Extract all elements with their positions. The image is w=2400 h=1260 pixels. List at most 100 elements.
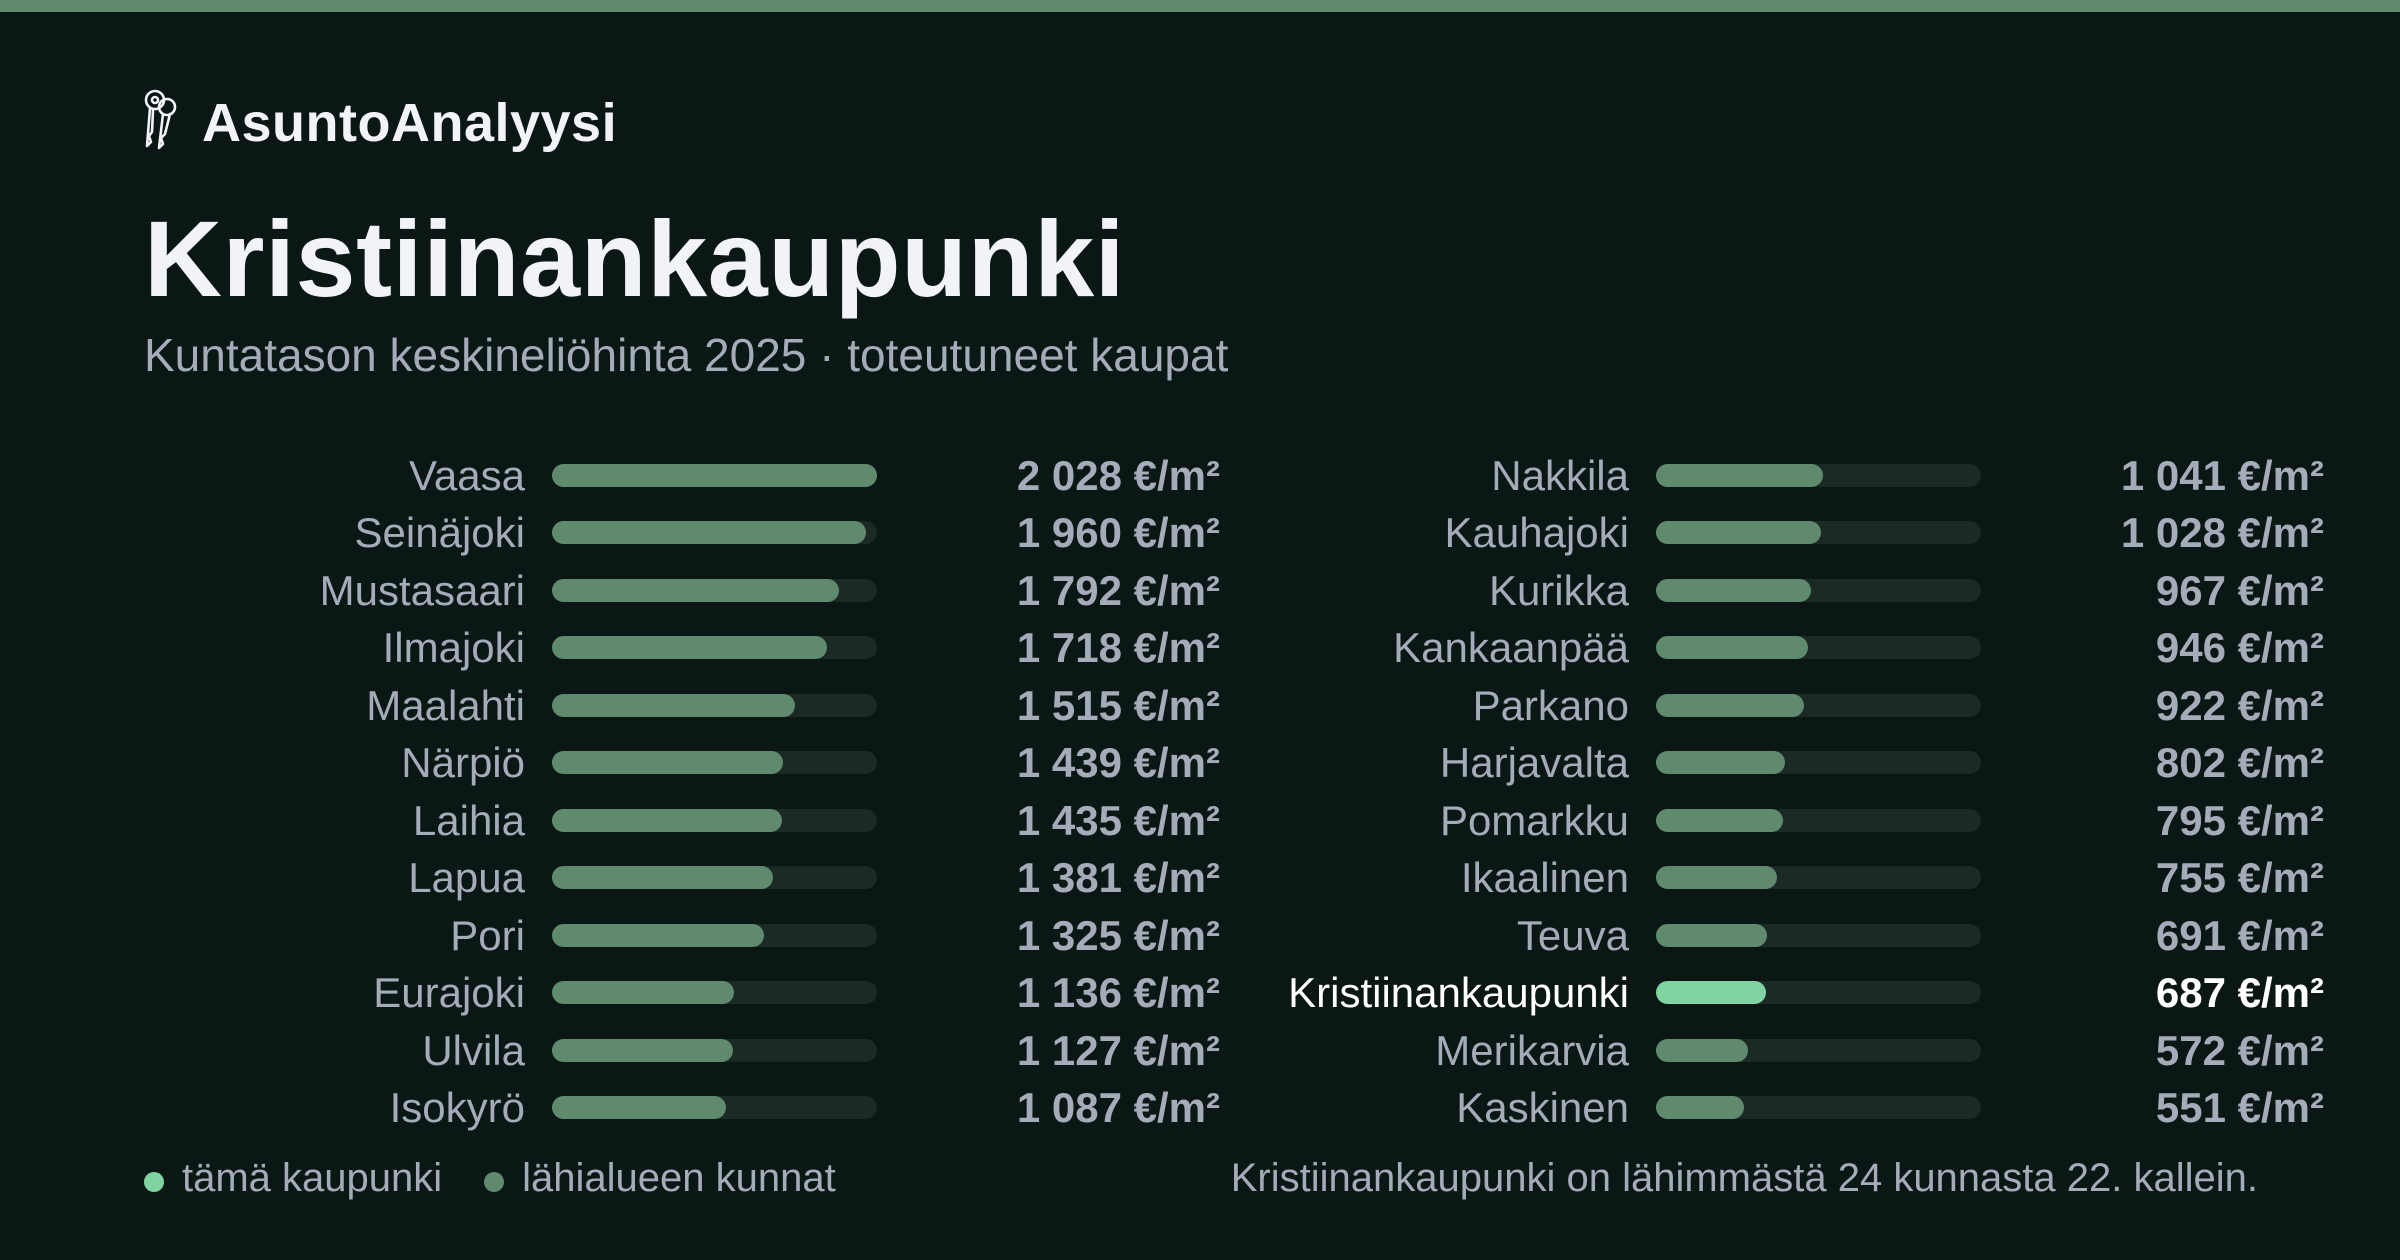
brand: AsuntoAnalyysi [140, 88, 617, 157]
bar-track [552, 981, 877, 1005]
bar [1656, 693, 1804, 717]
bar-category-label: Harjavalta [1439, 739, 1629, 787]
bar-category-label: Kaskinen [1456, 1083, 1629, 1131]
bar-category-label: Vaasa [409, 452, 525, 499]
bar [552, 866, 774, 890]
bar [1656, 521, 1821, 545]
bar [1656, 923, 1767, 947]
bar-category-label: Kristiinankaupunki [1288, 969, 1629, 1017]
bar-value-label: 691 €/m² [2155, 911, 2324, 959]
bar-value-label: 1 792 €/m² [1016, 566, 1220, 614]
bar-category-label: Kankaanpää [1393, 624, 1629, 672]
bar-value-label: 755 €/m² [2155, 854, 2324, 902]
bar-value-label: 922 €/m² [2155, 681, 2324, 729]
keys-icon [140, 88, 180, 157]
bar-value-label: 946 €/m² [2155, 624, 2324, 672]
bar [1656, 1038, 1748, 1062]
bar-value-label: 2 028 €/m² [1016, 452, 1220, 499]
bar [1656, 636, 1808, 660]
bar-category-label: Ulvila [422, 1026, 525, 1074]
bar-value-label: 1 515 €/m² [1016, 681, 1220, 729]
bar-value-label: 802 €/m² [2155, 739, 2324, 787]
legend-label-nearby: lähialueen kunnat [522, 1155, 836, 1200]
bar-value-label: 1 960 €/m² [1016, 509, 1220, 557]
bar-value-label: 795 €/m² [2155, 796, 2324, 844]
bar [1656, 464, 1823, 487]
bar-track [552, 1038, 877, 1062]
bar-category-label: Kurikka [1488, 566, 1629, 614]
bar-track [1656, 866, 1981, 890]
bar-track [1656, 923, 1981, 947]
bar [552, 1095, 727, 1119]
bar [552, 981, 735, 1005]
bar-value-label: 1 381 €/m² [1016, 854, 1220, 902]
bar [1656, 808, 1784, 832]
bar-track [1656, 521, 1981, 545]
bar-value-label: 1 439 €/m² [1016, 739, 1220, 787]
bar-category-label: Närpiö [401, 739, 525, 787]
bar-track [1656, 636, 1981, 660]
bar [552, 521, 867, 545]
bar-track [1656, 751, 1981, 775]
legend-item-nearby: lähialueen kunnat [484, 1156, 836, 1201]
bar-track [552, 808, 877, 832]
bar-track [552, 578, 877, 602]
bar-track [552, 464, 877, 487]
legend-dot-nearby [484, 1172, 505, 1192]
bar [552, 464, 877, 487]
bar-value-label: 1 435 €/m² [1016, 796, 1220, 844]
bar-value-label: 1 136 €/m² [1016, 969, 1220, 1017]
bar-category-label: Nakkila [1491, 452, 1629, 499]
bar-track [1656, 808, 1981, 832]
page-subtitle: Kuntatason keskineliöhinta 2025 · toteut… [144, 329, 1229, 381]
bar-track [552, 923, 877, 947]
bar-category-label: Pori [450, 911, 525, 959]
bar-category-label: Merikarvia [1435, 1026, 1629, 1074]
bar-value-label: 1 087 €/m² [1016, 1083, 1220, 1131]
bar-track [1656, 1095, 1981, 1119]
bar-category-label: Pomarkku [1439, 796, 1629, 844]
bar-track [552, 636, 877, 660]
bar-category-label: Isokyrö [389, 1083, 525, 1131]
bar-category-label: Ilmajoki [382, 624, 525, 672]
bar-category-label: Parkano [1472, 681, 1629, 729]
bar-track [1656, 464, 1981, 487]
bar [1656, 866, 1777, 890]
legend-label-this-city: tämä kaupunki [182, 1155, 443, 1200]
bar [552, 808, 782, 832]
bar-track [552, 1095, 877, 1119]
bar-track [1656, 578, 1981, 602]
bar-value-label: 1 325 €/m² [1016, 911, 1220, 959]
brand-name: AsuntoAnalyysi [202, 92, 618, 153]
bar [552, 636, 828, 660]
bar-value-label: 1 718 €/m² [1016, 624, 1220, 672]
bar-category-label: Lapua [408, 854, 525, 902]
bar-track [1656, 981, 1981, 1005]
bar-track [552, 866, 877, 890]
bar [1656, 751, 1785, 775]
bar-value-label: 572 €/m² [2155, 1026, 2324, 1074]
bar-track [1656, 693, 1981, 717]
bar [552, 1038, 733, 1062]
bar-value-label: 967 €/m² [2155, 566, 2324, 614]
bar-category-label: Teuva [1516, 911, 1629, 959]
bar-value-label: 551 €/m² [2155, 1083, 2324, 1131]
bar-category-label: Laihia [412, 796, 525, 844]
bar [552, 923, 765, 947]
legend-dot-this-city [144, 1172, 164, 1192]
bar [1656, 981, 1767, 1005]
bar-track [1656, 1038, 1981, 1062]
bar-value-label: 1 028 €/m² [2120, 509, 2324, 557]
bar-category-label: Mustasaari [319, 566, 525, 614]
bar-value-label: 1 127 €/m² [1016, 1026, 1220, 1074]
bar-track [552, 693, 877, 717]
bar-category-label: Ikaalinen [1460, 854, 1629, 902]
bar [1656, 1095, 1745, 1119]
legend-item-this-city: tämä kaupunki [144, 1156, 442, 1201]
bar-track [552, 751, 877, 775]
chart-legend: tämä kaupunki lähialueen kunnat [144, 1152, 878, 1204]
bar-value-label: 1 041 €/m² [2120, 452, 2324, 499]
ranking-footnote: Kristiinankaupunki on lähimmästä 24 kunn… [1230, 1156, 2258, 1200]
bar-category-label: Kauhajoki [1444, 509, 1629, 557]
bar-category-label: Seinäjoki [354, 509, 525, 557]
